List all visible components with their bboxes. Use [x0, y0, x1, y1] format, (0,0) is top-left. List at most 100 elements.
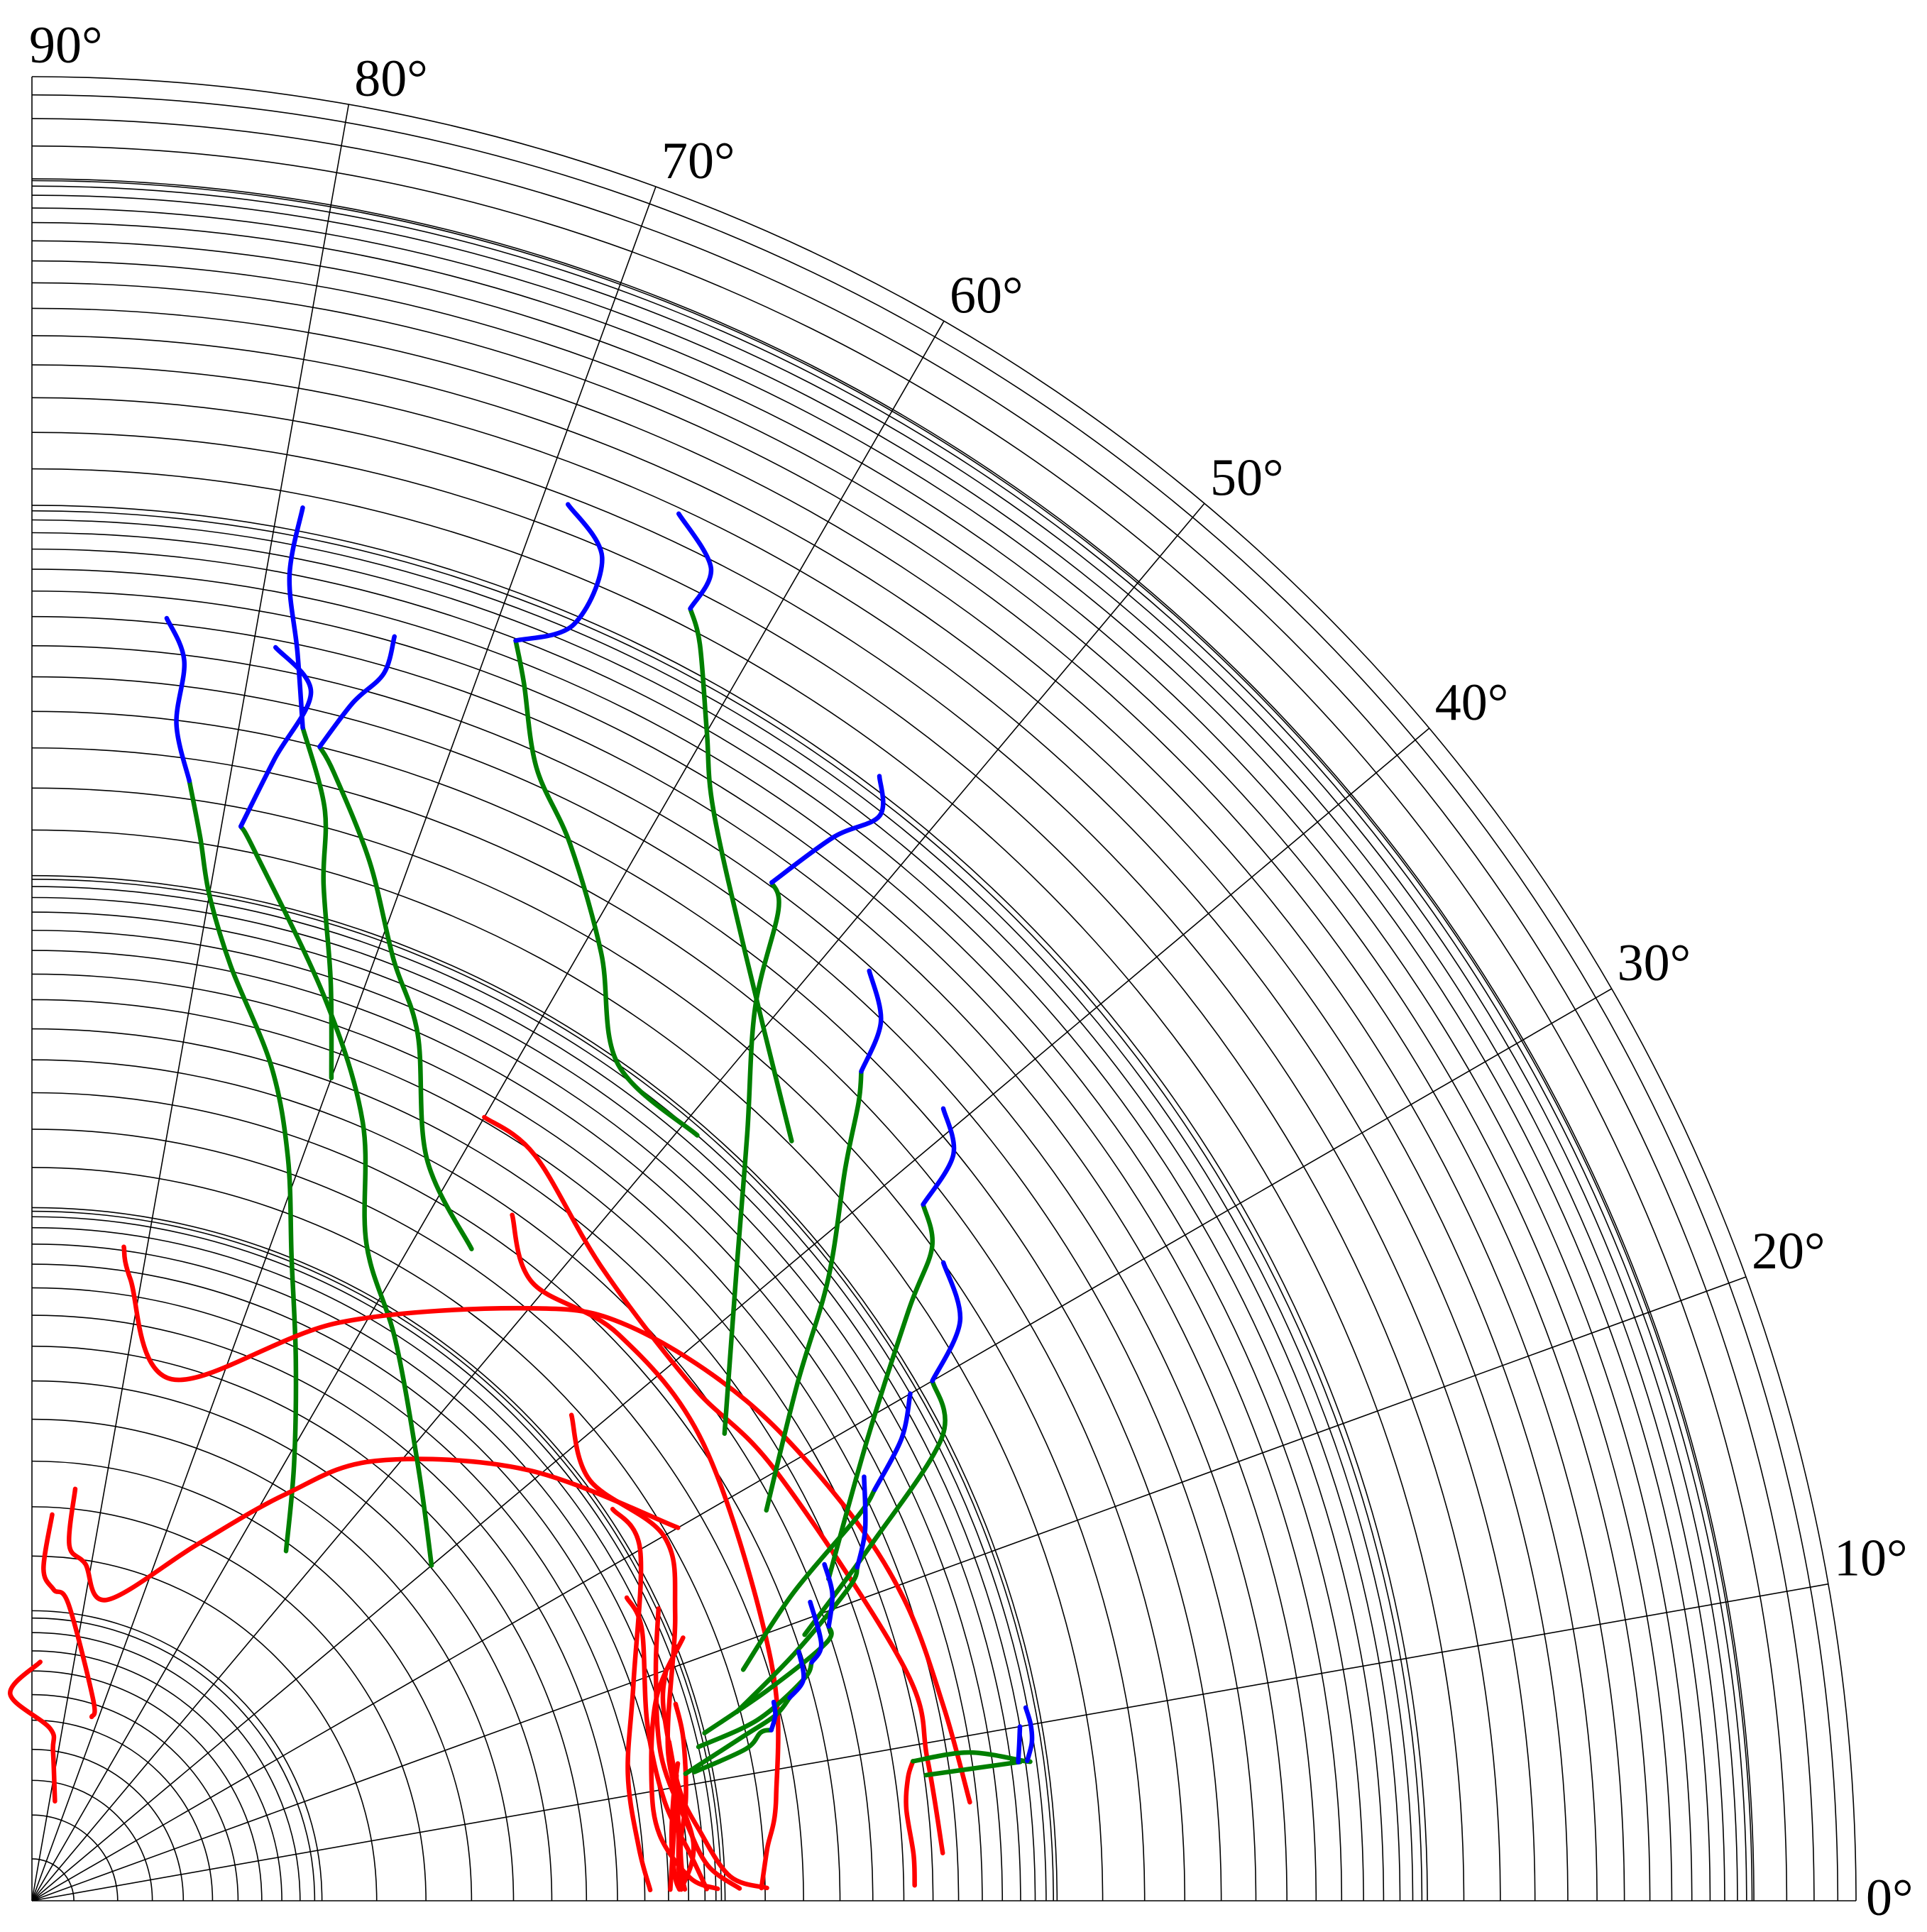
angle-label-70: 70° — [661, 132, 735, 190]
radial-ring — [31, 1380, 553, 1901]
angle-label-0: 0° — [1866, 1869, 1914, 1927]
trajectory-segment-blue — [787, 1649, 806, 1701]
trajectory-segment-blue — [1023, 1705, 1035, 1764]
radial-ring — [31, 1167, 766, 1901]
trajectory-segment-green — [187, 778, 299, 1554]
radial-ring — [31, 1506, 427, 1901]
trajectory-segment-blue — [238, 644, 314, 829]
radial-ring — [31, 505, 1428, 1901]
radial-ring — [31, 532, 1401, 1901]
radial-ring — [31, 710, 1222, 1901]
angle-ray-10 — [31, 1583, 1829, 1901]
radial-ring — [31, 282, 1651, 1901]
trajectory-series — [8, 502, 1035, 1893]
radial-ring — [31, 999, 934, 1901]
trajectory-segment-red — [41, 1512, 97, 1720]
radial-ring — [31, 185, 1747, 1901]
trajectory-17 — [904, 1705, 1035, 1888]
trajectory-segment-red — [8, 1659, 57, 1804]
trajectory-segment-blue — [859, 968, 884, 1074]
radial-ring — [31, 615, 1317, 1901]
angle-ray-30 — [31, 988, 1613, 1901]
trajectory-18 — [923, 1724, 1023, 1778]
trajectory-segment-red — [666, 1739, 684, 1892]
trajectory-segment-red — [67, 1456, 681, 1603]
trajectory-1 — [8, 505, 334, 1804]
trajectory-segment-green — [702, 1624, 834, 1735]
radial-ring — [31, 590, 1343, 1901]
radial-ring — [31, 1210, 723, 1901]
trajectory-12 — [660, 1474, 868, 1891]
trajectory-segment-green — [683, 1695, 792, 1777]
trajectory-segment-red — [668, 1773, 679, 1892]
angle-tick-labels: 0° 10° 20° 30° 40° 50° 60° 70° 80° 90° — [29, 16, 1914, 1927]
radial-ring — [31, 929, 1004, 1901]
radial-ring — [31, 1719, 214, 1901]
trajectory-segment-blue — [769, 774, 886, 885]
radial-ring — [31, 240, 1693, 1901]
radial-ring — [31, 829, 1104, 1901]
trajectory-segment-red — [904, 1759, 917, 1888]
trajectory-segment-green — [317, 744, 474, 1251]
trajectory-segment-green — [300, 725, 334, 1081]
trajectory-segment-red — [482, 1114, 945, 1855]
angle-label-60: 60° — [950, 266, 1023, 324]
trajectory-4 — [121, 634, 972, 1805]
trajectory-segment-green — [764, 1069, 864, 1513]
radial-ring — [31, 569, 1364, 1901]
trajectory-segment-green — [692, 1728, 774, 1774]
radial-ring — [31, 1617, 316, 1901]
radial-ring — [31, 397, 1536, 1901]
radial-ring — [31, 1858, 75, 1901]
radial-ring — [31, 335, 1598, 1901]
trajectory-segment-blue — [164, 615, 192, 784]
trajectory-3 — [67, 644, 681, 1603]
radial-ring — [31, 180, 1753, 1901]
trajectory-11 — [649, 1391, 913, 1892]
trajectory-segment-red — [653, 1606, 742, 1891]
angle-ray-60 — [31, 320, 945, 1901]
radial-ring — [31, 1670, 263, 1901]
trajectory-segment-blue — [317, 634, 397, 750]
trajectory-segment-green — [740, 1487, 877, 1672]
angle-ray-40 — [31, 728, 1430, 1901]
trajectory-segment-blue — [769, 1699, 778, 1733]
trajectory-segment-green — [238, 824, 434, 1568]
angle-label-40: 40° — [1435, 674, 1509, 732]
radial-ring — [31, 950, 983, 1901]
trajectory-13 — [673, 1561, 835, 1892]
trajectory-segment-blue — [921, 1106, 957, 1207]
radial-ring — [31, 787, 1146, 1901]
radial-ring — [31, 1610, 323, 1901]
radial-ring — [31, 548, 1385, 1901]
radial-ring — [31, 221, 1711, 1901]
trajectory-segment-green — [923, 1760, 1023, 1778]
trajectory-segment-red — [649, 1635, 720, 1892]
trajectory-segment-green — [826, 1202, 935, 1581]
radial-ring — [31, 1779, 153, 1901]
trajectory-segment-red — [121, 1244, 972, 1805]
trajectory-segment-red — [673, 1701, 688, 1892]
trajectory-8 — [610, 968, 884, 1893]
radial-ring — [31, 468, 1465, 1901]
radial-ring — [31, 676, 1257, 1901]
radial-ring — [31, 1028, 905, 1901]
trajectory-segment-green — [688, 606, 794, 1143]
trajectory-segment-blue — [287, 505, 305, 730]
trajectory-5 — [482, 502, 945, 1855]
radial-ring — [31, 94, 1839, 1901]
trajectory-6 — [510, 511, 794, 1891]
trajectory-segment-blue — [1016, 1724, 1023, 1764]
trajectory-segment-blue — [676, 511, 713, 611]
radial-ring — [31, 510, 1423, 1901]
trajectory-segment-blue — [822, 1561, 835, 1629]
trajectory-segment-green — [696, 1659, 814, 1750]
trajectory-segment-blue — [513, 502, 605, 643]
radial-ring — [31, 1748, 185, 1901]
angle-label-10: 10° — [1834, 1530, 1908, 1588]
angle-label-90: 90° — [29, 16, 103, 75]
trajectory-segment-blue — [872, 1391, 913, 1493]
angle-label-20: 20° — [1752, 1222, 1826, 1280]
radial-ring — [31, 1418, 515, 1901]
